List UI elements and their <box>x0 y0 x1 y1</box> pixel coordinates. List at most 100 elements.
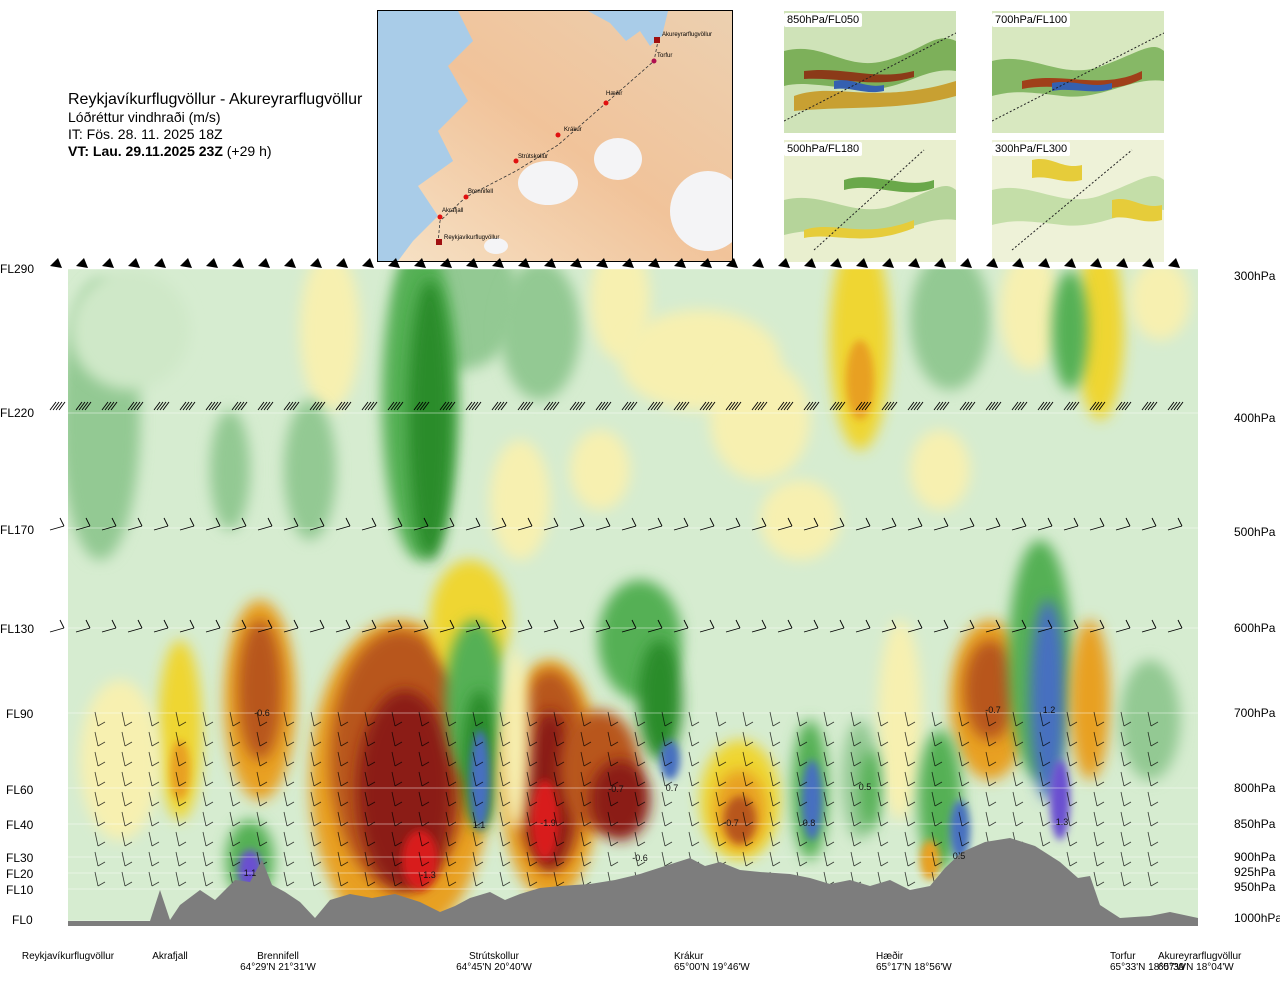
hpa-label-400: 400hPa <box>1234 411 1276 425</box>
valid-time-offset: (+29 h) <box>226 143 272 159</box>
wind-barb-fl170-40 <box>1089 517 1105 531</box>
location-name: Brennifell <box>257 951 299 962</box>
value-label-14: 1.3 <box>1056 817 1069 827</box>
fl-label-fl40: FL40 <box>6 818 34 832</box>
fl-label-fl130: FL130 <box>0 622 35 636</box>
wind-barb-column-9 <box>337 711 349 887</box>
wind-barb-fl290-37 <box>1012 258 1024 268</box>
wind-barb-fl170-6 <box>205 517 221 531</box>
mini-map-300-svg <box>992 140 1164 262</box>
value-label-7: 0.7 <box>666 783 679 793</box>
value-label-11: 0.5 <box>953 851 966 861</box>
wind-barb-fl130-1 <box>75 619 91 633</box>
wind-barb-fl290-25 <box>700 258 712 268</box>
wind-barb-fl220-29 <box>803 401 820 411</box>
wind-barb-fl130-13 <box>387 619 403 633</box>
wind-barb-fl130-23 <box>647 619 663 633</box>
wind-barb-fl130-10 <box>309 619 325 633</box>
wind-barb-column-12 <box>418 711 430 887</box>
svg-text:Reykjavíkurflugvöllur: Reykjavíkurflugvöllur <box>444 235 499 241</box>
wind-barb-fl170-7 <box>231 517 247 531</box>
wind-barb-fl130-17 <box>491 619 507 633</box>
wind-barb-fl220-42 <box>1141 401 1158 411</box>
field-blob-13 <box>1130 269 1190 340</box>
value-label-2: -1.3 <box>420 870 436 880</box>
wind-barb-fl170-4 <box>153 517 169 531</box>
wind-barb-fl130-43 <box>1167 619 1183 633</box>
field-blob-35 <box>1050 760 1070 840</box>
wind-barb-fl130-38 <box>1037 619 1053 633</box>
wind-barb-fl170-42 <box>1141 517 1157 531</box>
wind-barb-fl130-9 <box>283 619 299 633</box>
wind-barb-fl170-27 <box>751 517 767 531</box>
wind-barb-fl220-31 <box>855 401 872 411</box>
hpa-label-800: 800hPa <box>1234 781 1276 795</box>
wind-barb-fl130-24 <box>673 619 689 633</box>
field-blob-28 <box>158 640 202 820</box>
svg-text:Akrafjall: Akrafjall <box>442 208 463 214</box>
field-blob-9 <box>846 340 874 420</box>
value-label-3: 1.1 <box>473 820 486 830</box>
wind-barb-fl220-37 <box>1011 401 1028 411</box>
wind-barb-fl130-34 <box>933 619 949 633</box>
wind-barb-fl170-43 <box>1167 517 1183 531</box>
wind-barb-fl130-15 <box>439 619 455 633</box>
fl-label-fl20: FL20 <box>6 867 34 881</box>
field-blob-2 <box>300 269 360 410</box>
valid-time-date: VT: Lau. 29.11.2025 23Z <box>68 143 223 159</box>
wind-barb-column-36 <box>1066 711 1078 887</box>
wind-barb-fl170-17 <box>491 517 507 531</box>
wind-barb-fl130-18 <box>517 619 533 633</box>
location-coord: 65°00'N 19°46'W <box>674 962 750 973</box>
field-blob-24 <box>638 640 682 760</box>
mini-map-700-label: 700hPa/FL100 <box>992 13 1071 27</box>
field-blob-60 <box>860 750 880 830</box>
wind-barb-fl170-31 <box>855 517 871 531</box>
map-point-akureyrarflugvollur: Akureyrarflugvöllur <box>654 32 712 43</box>
value-label-6: -0.6 <box>632 853 648 863</box>
wind-barb-fl290-43 <box>1168 258 1180 268</box>
svg-text:Akureyrarflugvöllur: Akureyrarflugvöllur <box>662 32 712 38</box>
fl-label-fl170: FL170 <box>0 523 35 537</box>
fl-label-fl10: FL10 <box>6 883 34 897</box>
ocean-west <box>378 11 473 261</box>
wind-barb-fl170-3 <box>127 517 143 531</box>
wind-barb-column-14 <box>472 711 484 887</box>
wind-barb-fl290-19 <box>544 258 556 268</box>
wind-barb-fl170-28 <box>777 517 793 531</box>
hpa-label-700: 700hPa <box>1234 706 1276 720</box>
wind-barb-fl170-14 <box>413 517 429 531</box>
hpa-label-925: 925hPa <box>1234 865 1276 879</box>
fl-label-fl60: FL60 <box>6 783 34 797</box>
wind-barb-column-38 <box>1120 711 1132 887</box>
wind-barb-column-31 <box>931 711 943 887</box>
wind-barb-column-19 <box>607 711 619 887</box>
field-blob-12 <box>1076 269 1124 420</box>
wind-barb-fl170-5 <box>179 517 195 531</box>
wind-barb-fl170-16 <box>465 517 481 531</box>
field-blob-52 <box>590 760 650 840</box>
chart-title: Reykjavíkurflugvöllur - Akureyrarflugvöl… <box>68 91 363 108</box>
field-blob-36 <box>1070 620 1110 780</box>
location-coord: 64°29'N 21°31'W <box>240 962 316 973</box>
mini-map-850: 850hPa/FL050 <box>784 11 956 133</box>
wind-barb-fl220-18 <box>517 401 534 411</box>
wind-barb-fl220-35 <box>959 401 976 411</box>
value-label-5: -0.7 <box>608 784 624 794</box>
wind-barb-fl290-6 <box>206 258 218 268</box>
wind-barb-fl290-30 <box>830 258 842 268</box>
location-name: Strútskollur <box>468 951 519 962</box>
wind-barb-fl220-39 <box>1063 401 1080 411</box>
wind-barb-fl290-16 <box>466 258 478 268</box>
wind-barb-column-13 <box>445 711 457 887</box>
hpa-label-900: 900hPa <box>1234 850 1276 864</box>
wind-barb-fl290-38 <box>1038 258 1050 268</box>
field-blob-42 <box>402 830 438 890</box>
valid-time: VT: Lau. 29.11.2025 23Z (+29 h) <box>68 143 362 160</box>
value-label-10: 0.5 <box>859 782 872 792</box>
hpa-label-600: 600hPa <box>1234 621 1276 635</box>
wind-barb-column-25 <box>769 711 781 887</box>
field-blob-4 <box>500 269 580 400</box>
wind-barb-fl170-30 <box>829 517 845 531</box>
wind-barb-fl290-7 <box>232 258 244 268</box>
